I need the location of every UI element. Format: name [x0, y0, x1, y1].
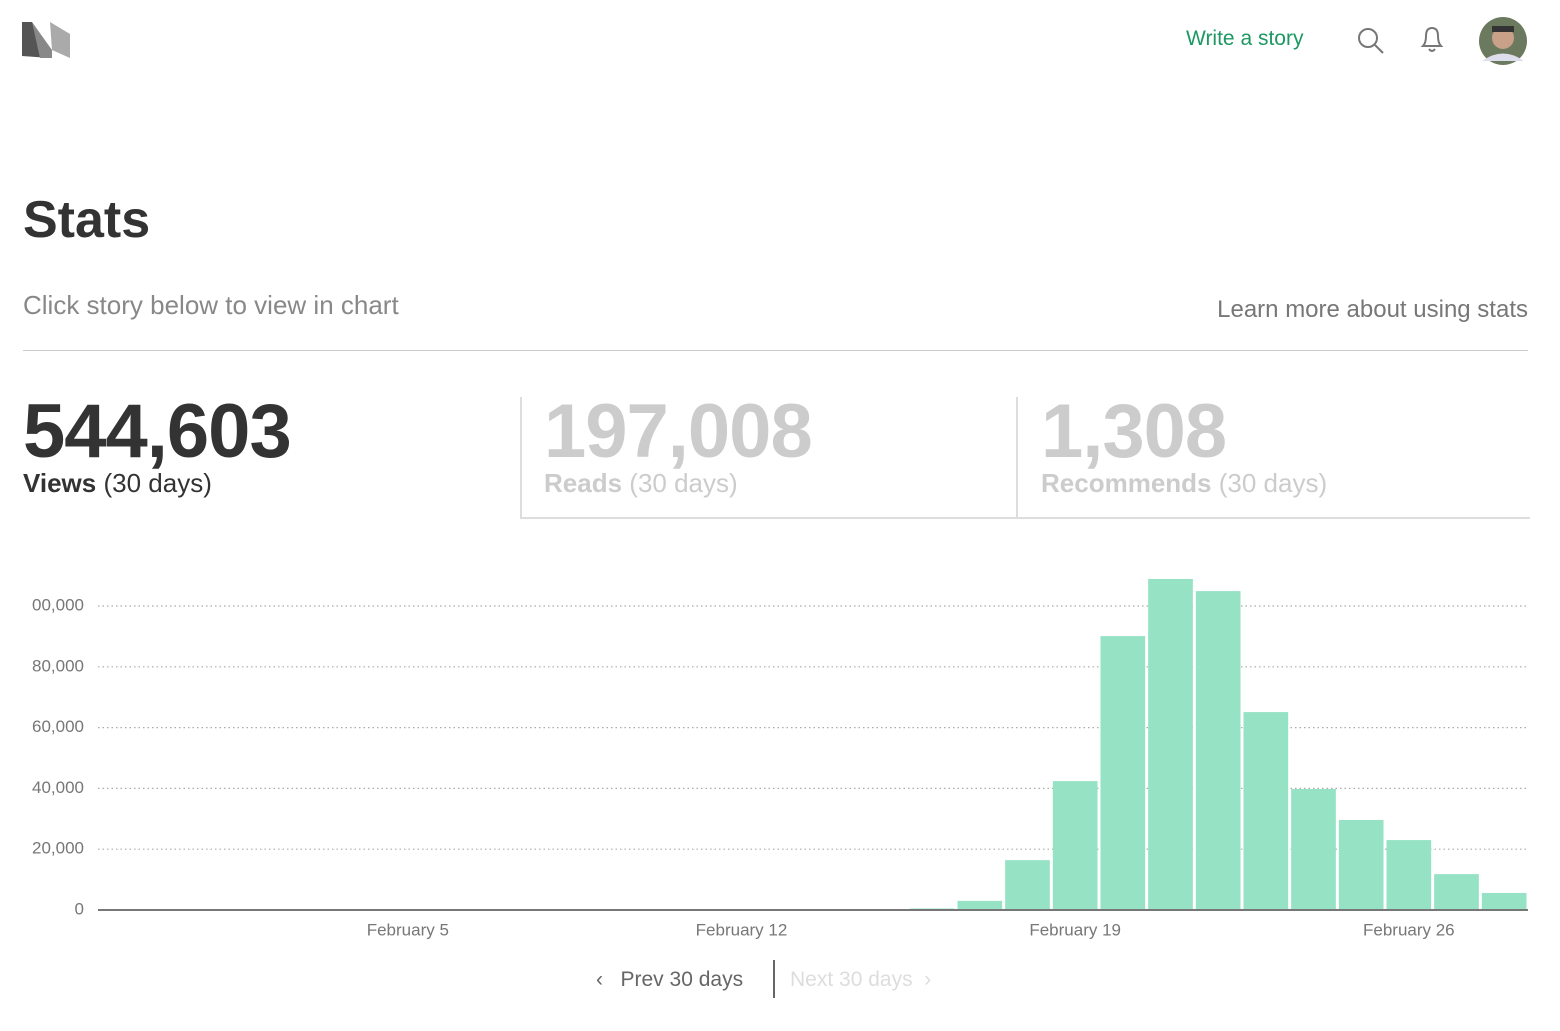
stat-period: (30 days): [103, 468, 212, 498]
y-tick-label: 00,000: [32, 595, 84, 614]
prev-label: Prev 30 days: [620, 968, 744, 991]
y-tick-label: 60,000: [32, 717, 84, 736]
bar: [1291, 789, 1336, 910]
stat-value: 544,603: [23, 389, 292, 474]
x-tick-label: February 5: [367, 920, 449, 939]
bar: [1386, 840, 1432, 910]
search-icon[interactable]: [1356, 26, 1386, 56]
bar: [1052, 781, 1098, 910]
stat-name: Reads: [544, 468, 623, 498]
stat-name: Recommends: [1041, 468, 1212, 498]
stat-label: Recommends (30 days): [1041, 468, 1327, 499]
logo[interactable]: [22, 20, 72, 60]
y-tick-label: 20,000: [32, 839, 84, 858]
learn-link[interactable]: Learn more about using stats: [1217, 296, 1528, 323]
bar: [1243, 712, 1289, 910]
next-label: Next 30 days: [790, 968, 913, 991]
stat-period: (30 days): [1218, 468, 1328, 498]
stat-value: 197,008: [544, 389, 813, 474]
stat-tab[interactable]: 1,308 Recommends (30 days): [1016, 389, 1530, 519]
bar: [1005, 860, 1050, 910]
stat-name: Views: [23, 468, 97, 498]
bar: [1481, 892, 1527, 910]
chart: 0 20,000 40,000 60,000 80,000 00,000 February …: [32, 578, 1528, 939]
bar: [1338, 820, 1384, 910]
page-title: Stats: [23, 191, 151, 249]
stat-value: 1,308: [1041, 389, 1227, 474]
stat-period: (30 days): [629, 468, 738, 498]
divider: [23, 350, 1528, 351]
x-tick-label: February 19: [1029, 920, 1121, 939]
y-tick-label: 80,000: [32, 656, 84, 675]
y-tick-label: 40,000: [32, 778, 84, 797]
bar: [1434, 874, 1479, 910]
write-link[interactable]: Write a story: [1186, 27, 1304, 50]
subtitle: Click story below to view in chart: [23, 290, 399, 320]
y-tick-label: 0: [75, 899, 84, 918]
stat-label: Reads (30 days): [544, 468, 738, 499]
bell-icon[interactable]: [1418, 24, 1448, 56]
bar: [1195, 591, 1241, 910]
stat-tab[interactable]: 197,008 Reads (30 days): [520, 389, 1018, 519]
bar: [1148, 578, 1193, 910]
next-link[interactable]: Next 30 days ›: [790, 968, 932, 991]
x-tick-label: February 26: [1363, 920, 1455, 939]
stat-label: Views (30 days): [23, 468, 212, 499]
avatar[interactable]: [1478, 16, 1528, 66]
prev-link[interactable]: ‹ Prev 30 days: [596, 968, 744, 991]
x-tick-label: February 12: [696, 920, 788, 939]
separator: [773, 960, 775, 998]
bar: [957, 900, 1003, 910]
bar: [1100, 636, 1146, 910]
stat-tab[interactable]: 544,603 Views (30 days): [0, 388, 520, 518]
